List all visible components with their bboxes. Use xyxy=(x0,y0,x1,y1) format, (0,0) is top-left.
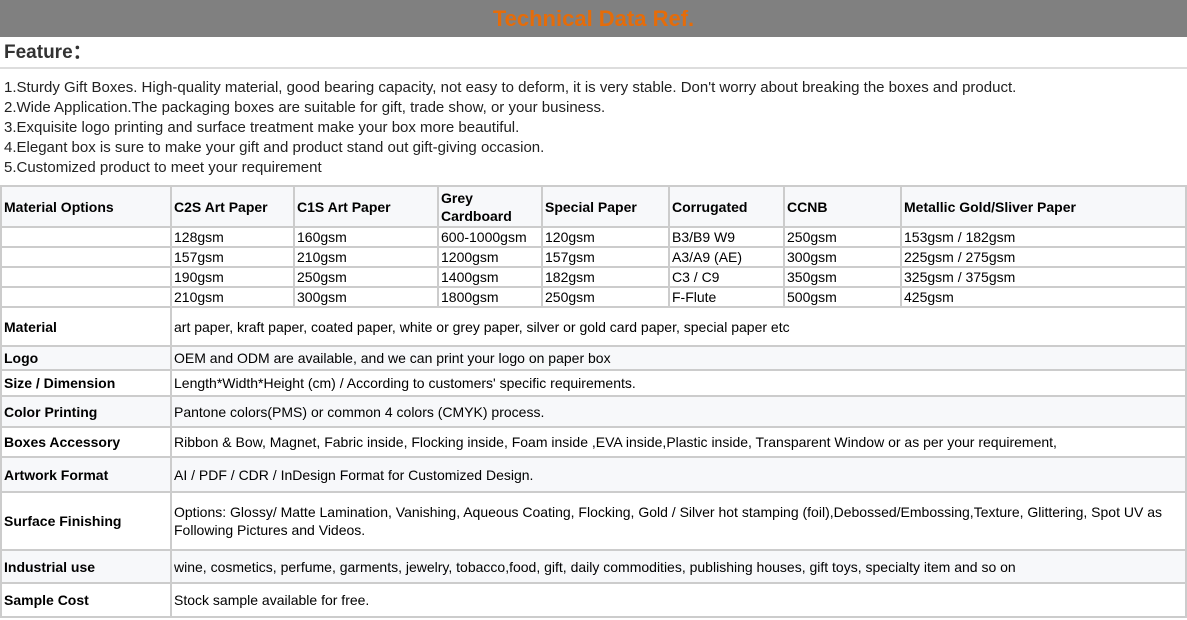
spec-label: Size / Dimension xyxy=(0,369,172,397)
table-row: 128gsm 160gsm 600-1000gsm 120gsm B3/B9 W9 250… xyxy=(0,226,1187,248)
spec-label: Color Printing xyxy=(0,395,172,428)
table-cell: C3 / C9 xyxy=(668,266,785,288)
feature-item: 4.Elegant box is sure to make your gift … xyxy=(4,139,545,156)
spec-label: Material xyxy=(0,306,172,347)
table-cell: 157gsm xyxy=(541,246,670,268)
column-header: Metallic Gold/Sliver Paper xyxy=(900,185,1187,228)
spec-value: AI / PDF / CDR / InDesign Format for Cus… xyxy=(170,456,1187,493)
table-row: 190gsm 250gsm 1400gsm 182gsm C3 / C9 350gsm 32… xyxy=(0,266,1187,288)
material-header-row: Material Options C2S Art Paper C1S Art Pap… xyxy=(0,185,1187,228)
table-row: 210gsm 300gsm 1800gsm 250gsm F-Flute 500gsm 42… xyxy=(0,286,1187,308)
column-header: Special Paper xyxy=(541,185,670,228)
spec-row: Industrial use wine, cosmetics, perfume, … xyxy=(0,549,1187,584)
table-cell xyxy=(0,266,172,288)
table-cell: 160gsm xyxy=(293,226,439,248)
spec-value: Length*Width*Height (cm) / According to … xyxy=(170,369,1187,397)
table-cell: 250gsm xyxy=(541,286,670,308)
spec-value: Options: Glossy/ Matte Lamination, Vanis… xyxy=(170,491,1187,551)
column-header: Grey Cardboard xyxy=(437,185,543,228)
column-header: Material Options xyxy=(0,185,172,228)
table-cell: 210gsm xyxy=(170,286,295,308)
table-cell: 182gsm xyxy=(541,266,670,288)
page-title: Technical Data Ref. xyxy=(0,0,1187,37)
table-cell: 425gsm xyxy=(900,286,1187,308)
table-cell: 128gsm xyxy=(170,226,295,248)
spec-label: Logo xyxy=(0,345,172,371)
table-cell xyxy=(0,246,172,268)
table-cell: 1800gsm xyxy=(437,286,543,308)
spec-value: wine, cosmetics, perfume, garments, jewe… xyxy=(170,549,1187,584)
table-cell: 120gsm xyxy=(541,226,670,248)
table-cell: 250gsm xyxy=(783,226,902,248)
table-cell: 1400gsm xyxy=(437,266,543,288)
spec-label: Boxes Accessory xyxy=(0,426,172,458)
table-cell: 500gsm xyxy=(783,286,902,308)
column-header: CCNB xyxy=(783,185,902,228)
column-header: C2S Art Paper xyxy=(170,185,295,228)
spec-row: Color Printing Pantone colors(PMS) or com… xyxy=(0,395,1187,428)
spec-row: Size / Dimension Length*Width*Height (cm)… xyxy=(0,369,1187,397)
spec-label: Artwork Format xyxy=(0,456,172,493)
spec-label: Surface Finishing xyxy=(0,491,172,551)
spec-row: Sample Cost Stock sample available for fr… xyxy=(0,582,1187,618)
table-cell: A3/A9 (AE) xyxy=(668,246,785,268)
feature-item: 3.Exquisite logo printing and surface tr… xyxy=(4,119,520,136)
column-header: Corrugated xyxy=(668,185,785,228)
feature-heading: Feature： xyxy=(0,37,1187,69)
feature-item: 1.Sturdy Gift Boxes. High-quality materi… xyxy=(4,79,1017,96)
table-cell: 300gsm xyxy=(293,286,439,308)
table-cell: 153gsm / 182gsm xyxy=(900,226,1187,248)
spec-value: Stock sample available for free. xyxy=(170,582,1187,618)
spec-label: Sample Cost xyxy=(0,582,172,618)
table-cell: 325gsm / 375gsm xyxy=(900,266,1187,288)
column-header: C1S Art Paper xyxy=(293,185,439,228)
spec-label: Industrial use xyxy=(0,549,172,584)
table-cell: F-Flute xyxy=(668,286,785,308)
feature-item: 5.Customized product to meet your requir… xyxy=(4,159,322,176)
spec-row: Logo OEM and ODM are available, and we ca… xyxy=(0,345,1187,371)
table-cell: 600-1000gsm xyxy=(437,226,543,248)
table-row: 157gsm 210gsm 1200gsm 157gsm A3/A9 (AE) 300gs… xyxy=(0,246,1187,268)
spec-value: Pantone colors(PMS) or common 4 colors (… xyxy=(170,395,1187,428)
table-cell: 300gsm xyxy=(783,246,902,268)
feature-list: 1.Sturdy Gift Boxes. High-quality materi… xyxy=(0,69,1187,185)
spec-row: Surface Finishing Options: Glossy/ Matte … xyxy=(0,491,1187,551)
table-cell: 157gsm xyxy=(170,246,295,268)
feature-item: 2.Wide Application.The packaging boxes a… xyxy=(4,99,606,116)
table-cell xyxy=(0,286,172,308)
spec-value: OEM and ODM are available, and we can pr… xyxy=(170,345,1187,371)
table-cell: 225gsm / 275gsm xyxy=(900,246,1187,268)
table-cell xyxy=(0,226,172,248)
table-cell: 1200gsm xyxy=(437,246,543,268)
spec-row: Material art paper, kraft paper, coated p… xyxy=(0,306,1187,347)
table-cell: 350gsm xyxy=(783,266,902,288)
spec-table: Material Options C2S Art Paper C1S Art Pap… xyxy=(0,185,1187,618)
table-cell: B3/B9 W9 xyxy=(668,226,785,248)
table-cell: 210gsm xyxy=(293,246,439,268)
table-cell: 250gsm xyxy=(293,266,439,288)
table-cell: 190gsm xyxy=(170,266,295,288)
spec-row: Artwork Format AI / PDF / CDR / InDesign … xyxy=(0,456,1187,493)
spec-value: art paper, kraft paper, coated paper, wh… xyxy=(170,306,1187,347)
spec-value: Ribbon & Bow, Magnet, Fabric inside, Flo… xyxy=(170,426,1187,458)
spec-row: Boxes Accessory Ribbon & Bow, Magnet, Fab… xyxy=(0,426,1187,458)
